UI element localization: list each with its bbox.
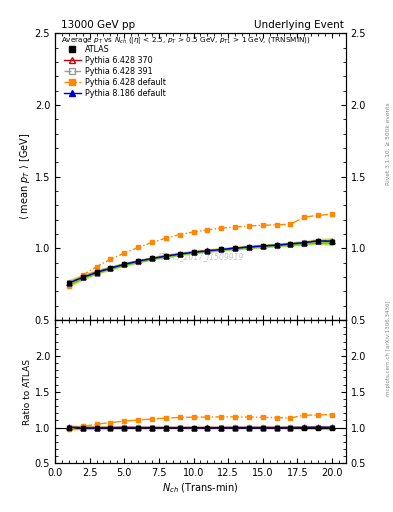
- Legend: ATLAS, Pythia 6.428 370, Pythia 6.428 391, Pythia 6.428 default, Pythia 8.186 de: ATLAS, Pythia 6.428 370, Pythia 6.428 39…: [62, 43, 168, 99]
- Y-axis label: $\langle$ mean $p_T$ $\rangle$ [GeV]: $\langle$ mean $p_T$ $\rangle$ [GeV]: [18, 133, 32, 220]
- X-axis label: $N_{ch}$ (Trans-min): $N_{ch}$ (Trans-min): [162, 481, 239, 495]
- Text: ATLAS_2017_I1509919: ATLAS_2017_I1509919: [157, 252, 244, 262]
- Text: Average $p_T$ vs $N_{ch}$ ($|\eta|$ < 2.5, $p_T$ > 0.5 GeV, $p_{T1}$ > 1 GeV, (T: Average $p_T$ vs $N_{ch}$ ($|\eta|$ < 2.…: [61, 35, 310, 46]
- Text: Underlying Event: Underlying Event: [254, 19, 344, 30]
- Text: mcplots.cern.ch [arXiv:1306.3436]: mcplots.cern.ch [arXiv:1306.3436]: [386, 301, 391, 396]
- Text: 13000 GeV pp: 13000 GeV pp: [61, 19, 135, 30]
- Text: Rivet 3.1.10, ≥ 500k events: Rivet 3.1.10, ≥ 500k events: [386, 102, 391, 185]
- Y-axis label: Ratio to ATLAS: Ratio to ATLAS: [23, 359, 32, 424]
